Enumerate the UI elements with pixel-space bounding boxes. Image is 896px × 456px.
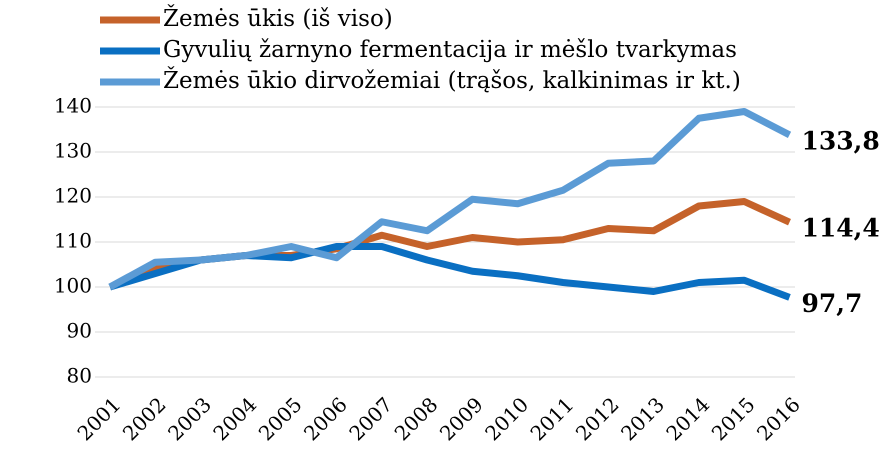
legend-label: Žemės ūkio dirvožemiai (trąšos, kalkinim… [163,67,741,94]
x-tick-label: 2010 [480,392,533,445]
x-tick-label: 2004 [208,392,261,445]
y-tick-label: 80 [67,364,92,388]
y-tick-label: 90 [67,319,92,343]
value-label: 114,4 [802,214,880,243]
x-tick-label: 2001 [72,392,125,445]
x-tick-label: 2014 [661,392,714,445]
y-tick-label: 110 [54,229,92,253]
x-tick-label: 2015 [707,392,760,445]
x-tick-label: 2008 [390,392,443,445]
value-label: 133,8 [802,126,880,155]
legend-label: Gyvulių žarnyno fermentacija ir mėšlo tv… [163,37,737,63]
series-line [109,243,791,301]
x-tick-label: 2005 [254,392,307,445]
x-tick-label: 2011 [525,392,578,445]
x-tick-label: 2009 [435,392,488,445]
x-tick-label: 2007 [344,392,397,445]
x-tick-label: 2002 [118,392,171,445]
legend-label: Žemės ūkis (iš viso) [163,5,393,32]
x-tick-label: 2012 [571,392,624,445]
x-tick-label: 2006 [299,392,352,445]
y-tick-label: 130 [54,139,92,163]
x-tick-label: 2016 [752,392,805,445]
x-tick-label: 2013 [616,392,669,445]
y-tick-label: 140 [54,94,92,118]
y-tick-label: 120 [54,184,92,208]
series-line [108,108,792,291]
x-tick-label: 2003 [163,392,216,445]
y-tick-label: 100 [54,274,92,298]
value-label: 97,7 [802,289,863,318]
